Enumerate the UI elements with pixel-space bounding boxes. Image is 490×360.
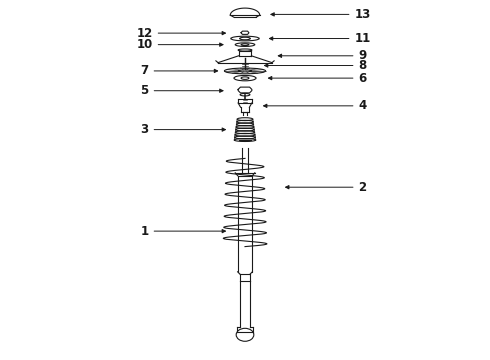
- Text: 2: 2: [286, 181, 367, 194]
- Text: 7: 7: [141, 64, 218, 77]
- Text: 5: 5: [141, 84, 223, 97]
- Text: 8: 8: [265, 59, 367, 72]
- Text: 12: 12: [136, 27, 225, 40]
- Text: 4: 4: [264, 99, 367, 112]
- Text: 10: 10: [136, 38, 223, 51]
- Text: 1: 1: [141, 225, 225, 238]
- Text: 3: 3: [141, 123, 225, 136]
- Text: 13: 13: [271, 8, 371, 21]
- Text: 9: 9: [278, 49, 367, 62]
- Text: 6: 6: [269, 72, 367, 85]
- Text: 11: 11: [270, 32, 371, 45]
